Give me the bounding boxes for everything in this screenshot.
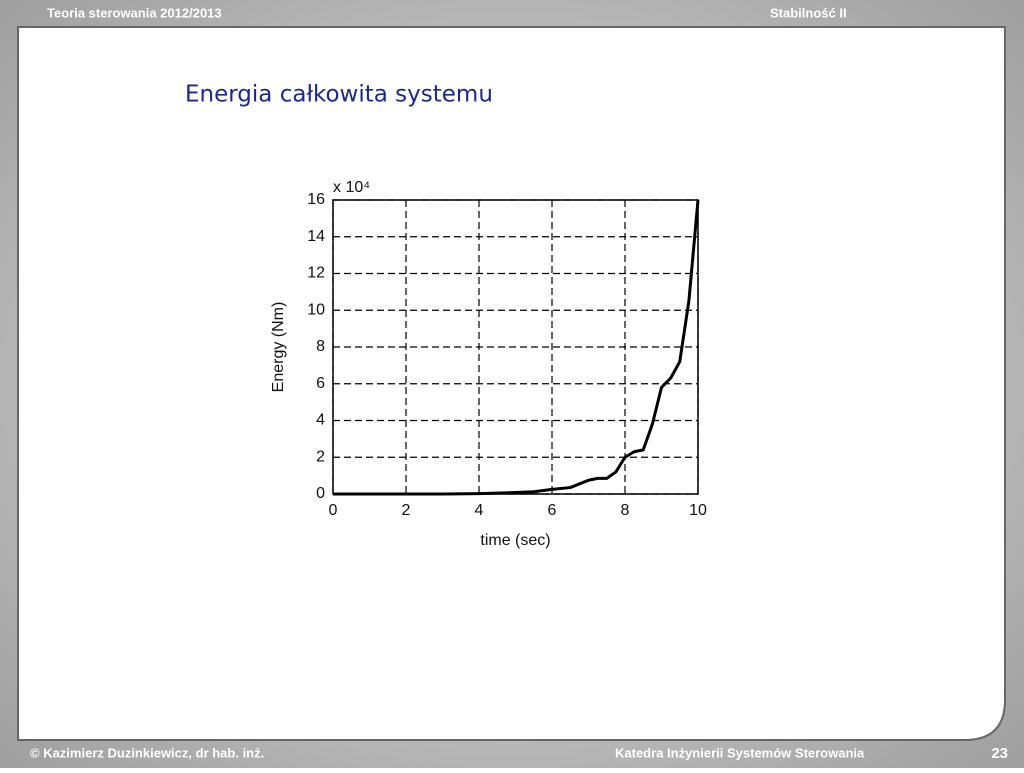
x-tick-label: 4 xyxy=(475,502,484,519)
chart: 0 2 4 6 8 10 12 14 16 0 2 4 6 8 10 x 10⁴ time (sec) Energ… xyxy=(270,179,707,549)
y-tick-label: 10 xyxy=(307,301,325,318)
y-tick-label: 4 xyxy=(316,412,325,429)
x-tick-label: 0 xyxy=(329,502,338,519)
course-title: Teoria sterowania 2012/2013 xyxy=(47,5,222,20)
y-tick-label: 6 xyxy=(316,375,325,392)
y-tick-label: 2 xyxy=(316,448,325,465)
department: Katedra Inżynierii Systemów Sterowania xyxy=(615,745,865,760)
x-tick-label: 2 xyxy=(402,502,411,519)
x-tick-label: 10 xyxy=(689,502,707,519)
y-tick-label: 0 xyxy=(316,485,325,502)
y-tick-label: 8 xyxy=(316,338,325,355)
page-number: 23 xyxy=(991,745,1008,762)
slide-title: Energia całkowita systemu xyxy=(185,82,493,108)
y-multiplier: x 10⁴ xyxy=(333,179,370,196)
y-tick-label: 14 xyxy=(307,228,325,245)
x-tick-label: 6 xyxy=(548,502,557,519)
author: © Kazimierz Duzinkiewicz, dr hab. inż. xyxy=(30,745,264,760)
topic-title: Stabilność II xyxy=(770,5,847,20)
data-line xyxy=(333,199,700,496)
y-tick-label: 12 xyxy=(307,265,325,282)
y-tick-label: 16 xyxy=(307,191,325,208)
x-tick-label: 8 xyxy=(621,502,630,519)
y-axis-label: Energy (Nm) xyxy=(270,302,287,393)
x-axis-label: time (sec) xyxy=(480,532,550,549)
